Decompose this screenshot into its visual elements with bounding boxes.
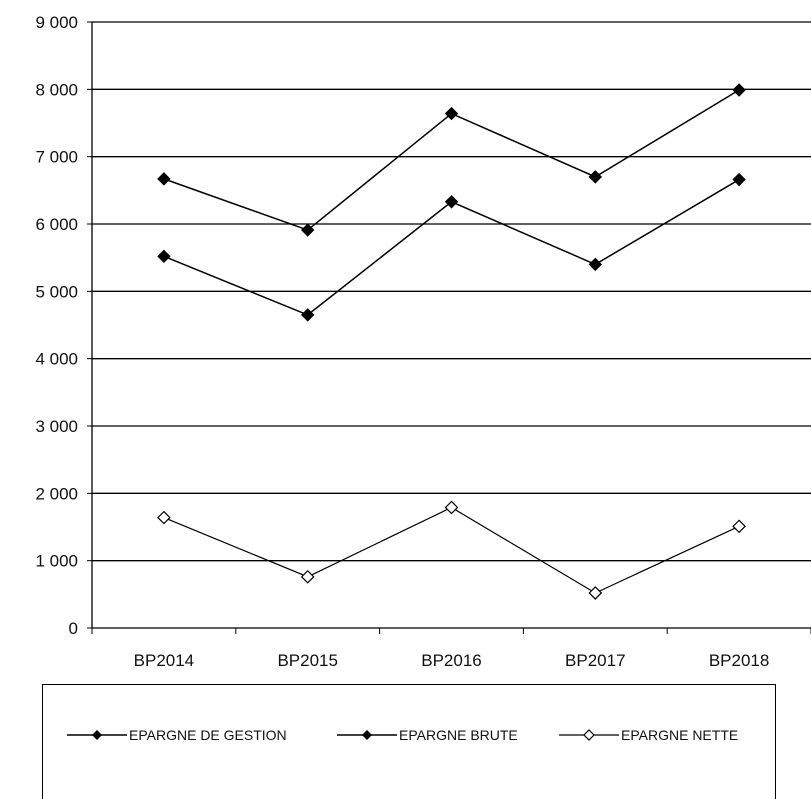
legend-item-epargne-nette: EPARGNE NETTE bbox=[559, 727, 738, 743]
y-tick-label: 2 000 bbox=[35, 484, 78, 503]
data-point bbox=[157, 249, 171, 264]
legend: EPARGNE DE GESTION EPARGNE BRUTE EPARGNE… bbox=[42, 684, 776, 799]
legend-item-epargne-de-gestion: EPARGNE DE GESTION bbox=[67, 727, 287, 743]
x-tick-label: BP2017 bbox=[565, 651, 626, 670]
x-tick-label: BP2016 bbox=[421, 651, 482, 670]
data-point bbox=[444, 106, 459, 121]
gridlines bbox=[92, 21, 811, 562]
axes bbox=[87, 21, 811, 634]
data-point bbox=[444, 500, 459, 515]
data-point bbox=[588, 257, 603, 272]
series-epargne-de-gestion bbox=[157, 83, 746, 237]
y-tick-label: 1 000 bbox=[35, 552, 78, 571]
legend-label: EPARGNE NETTE bbox=[621, 727, 739, 743]
series-line bbox=[163, 506, 740, 594]
data-point bbox=[300, 308, 315, 322]
y-tick-label: 3 000 bbox=[35, 417, 78, 436]
legend-swatch-open-diamond-icon bbox=[559, 729, 619, 741]
data-point bbox=[444, 195, 459, 209]
legend-label: EPARGNE BRUTE bbox=[399, 727, 518, 743]
series-lines bbox=[157, 83, 746, 600]
y-tick-label: 5 000 bbox=[35, 282, 78, 301]
data-point bbox=[732, 519, 746, 534]
legend-label: EPARGNE DE GESTION bbox=[129, 727, 287, 743]
y-tick-label: 6 000 bbox=[35, 215, 78, 234]
x-tick-label: BP2014 bbox=[134, 651, 195, 670]
data-point bbox=[300, 569, 315, 584]
data-point bbox=[157, 510, 171, 525]
y-tick-label: 8 000 bbox=[35, 80, 78, 99]
series-epargne-brute bbox=[157, 172, 746, 322]
series-epargne-nette bbox=[157, 500, 746, 600]
y-tick-label: 9 000 bbox=[35, 13, 78, 32]
data-point bbox=[732, 83, 746, 97]
data-point bbox=[300, 223, 315, 237]
y-tick-label: 0 bbox=[69, 619, 78, 638]
y-tick-label: 7 000 bbox=[35, 148, 78, 167]
legend-item-epargne-brute: EPARGNE BRUTE bbox=[337, 727, 518, 743]
x-tick-label: BP2015 bbox=[277, 651, 338, 670]
y-axis-tick-labels: 0 1 000 2 000 3 000 4 000 5 000 6 000 7 000 8 00… bbox=[35, 13, 78, 638]
line-chart: 0 1 000 2 000 3 000 4 000 5 000 6 000 7 000 8 00… bbox=[35, 13, 811, 670]
x-tick-label: BP2018 bbox=[709, 651, 770, 670]
legend-swatch-filled-diamond-icon bbox=[67, 730, 127, 740]
legend-swatch-filled-diamond-icon bbox=[337, 730, 397, 740]
y-tick-label: 4 000 bbox=[35, 350, 78, 369]
data-point bbox=[588, 170, 603, 184]
x-axis-tick-labels: BP2014 BP2015 BP2016 BP2017 BP2018 bbox=[134, 651, 770, 670]
data-point bbox=[732, 172, 746, 187]
data-point bbox=[157, 172, 171, 186]
data-point bbox=[588, 586, 603, 600]
